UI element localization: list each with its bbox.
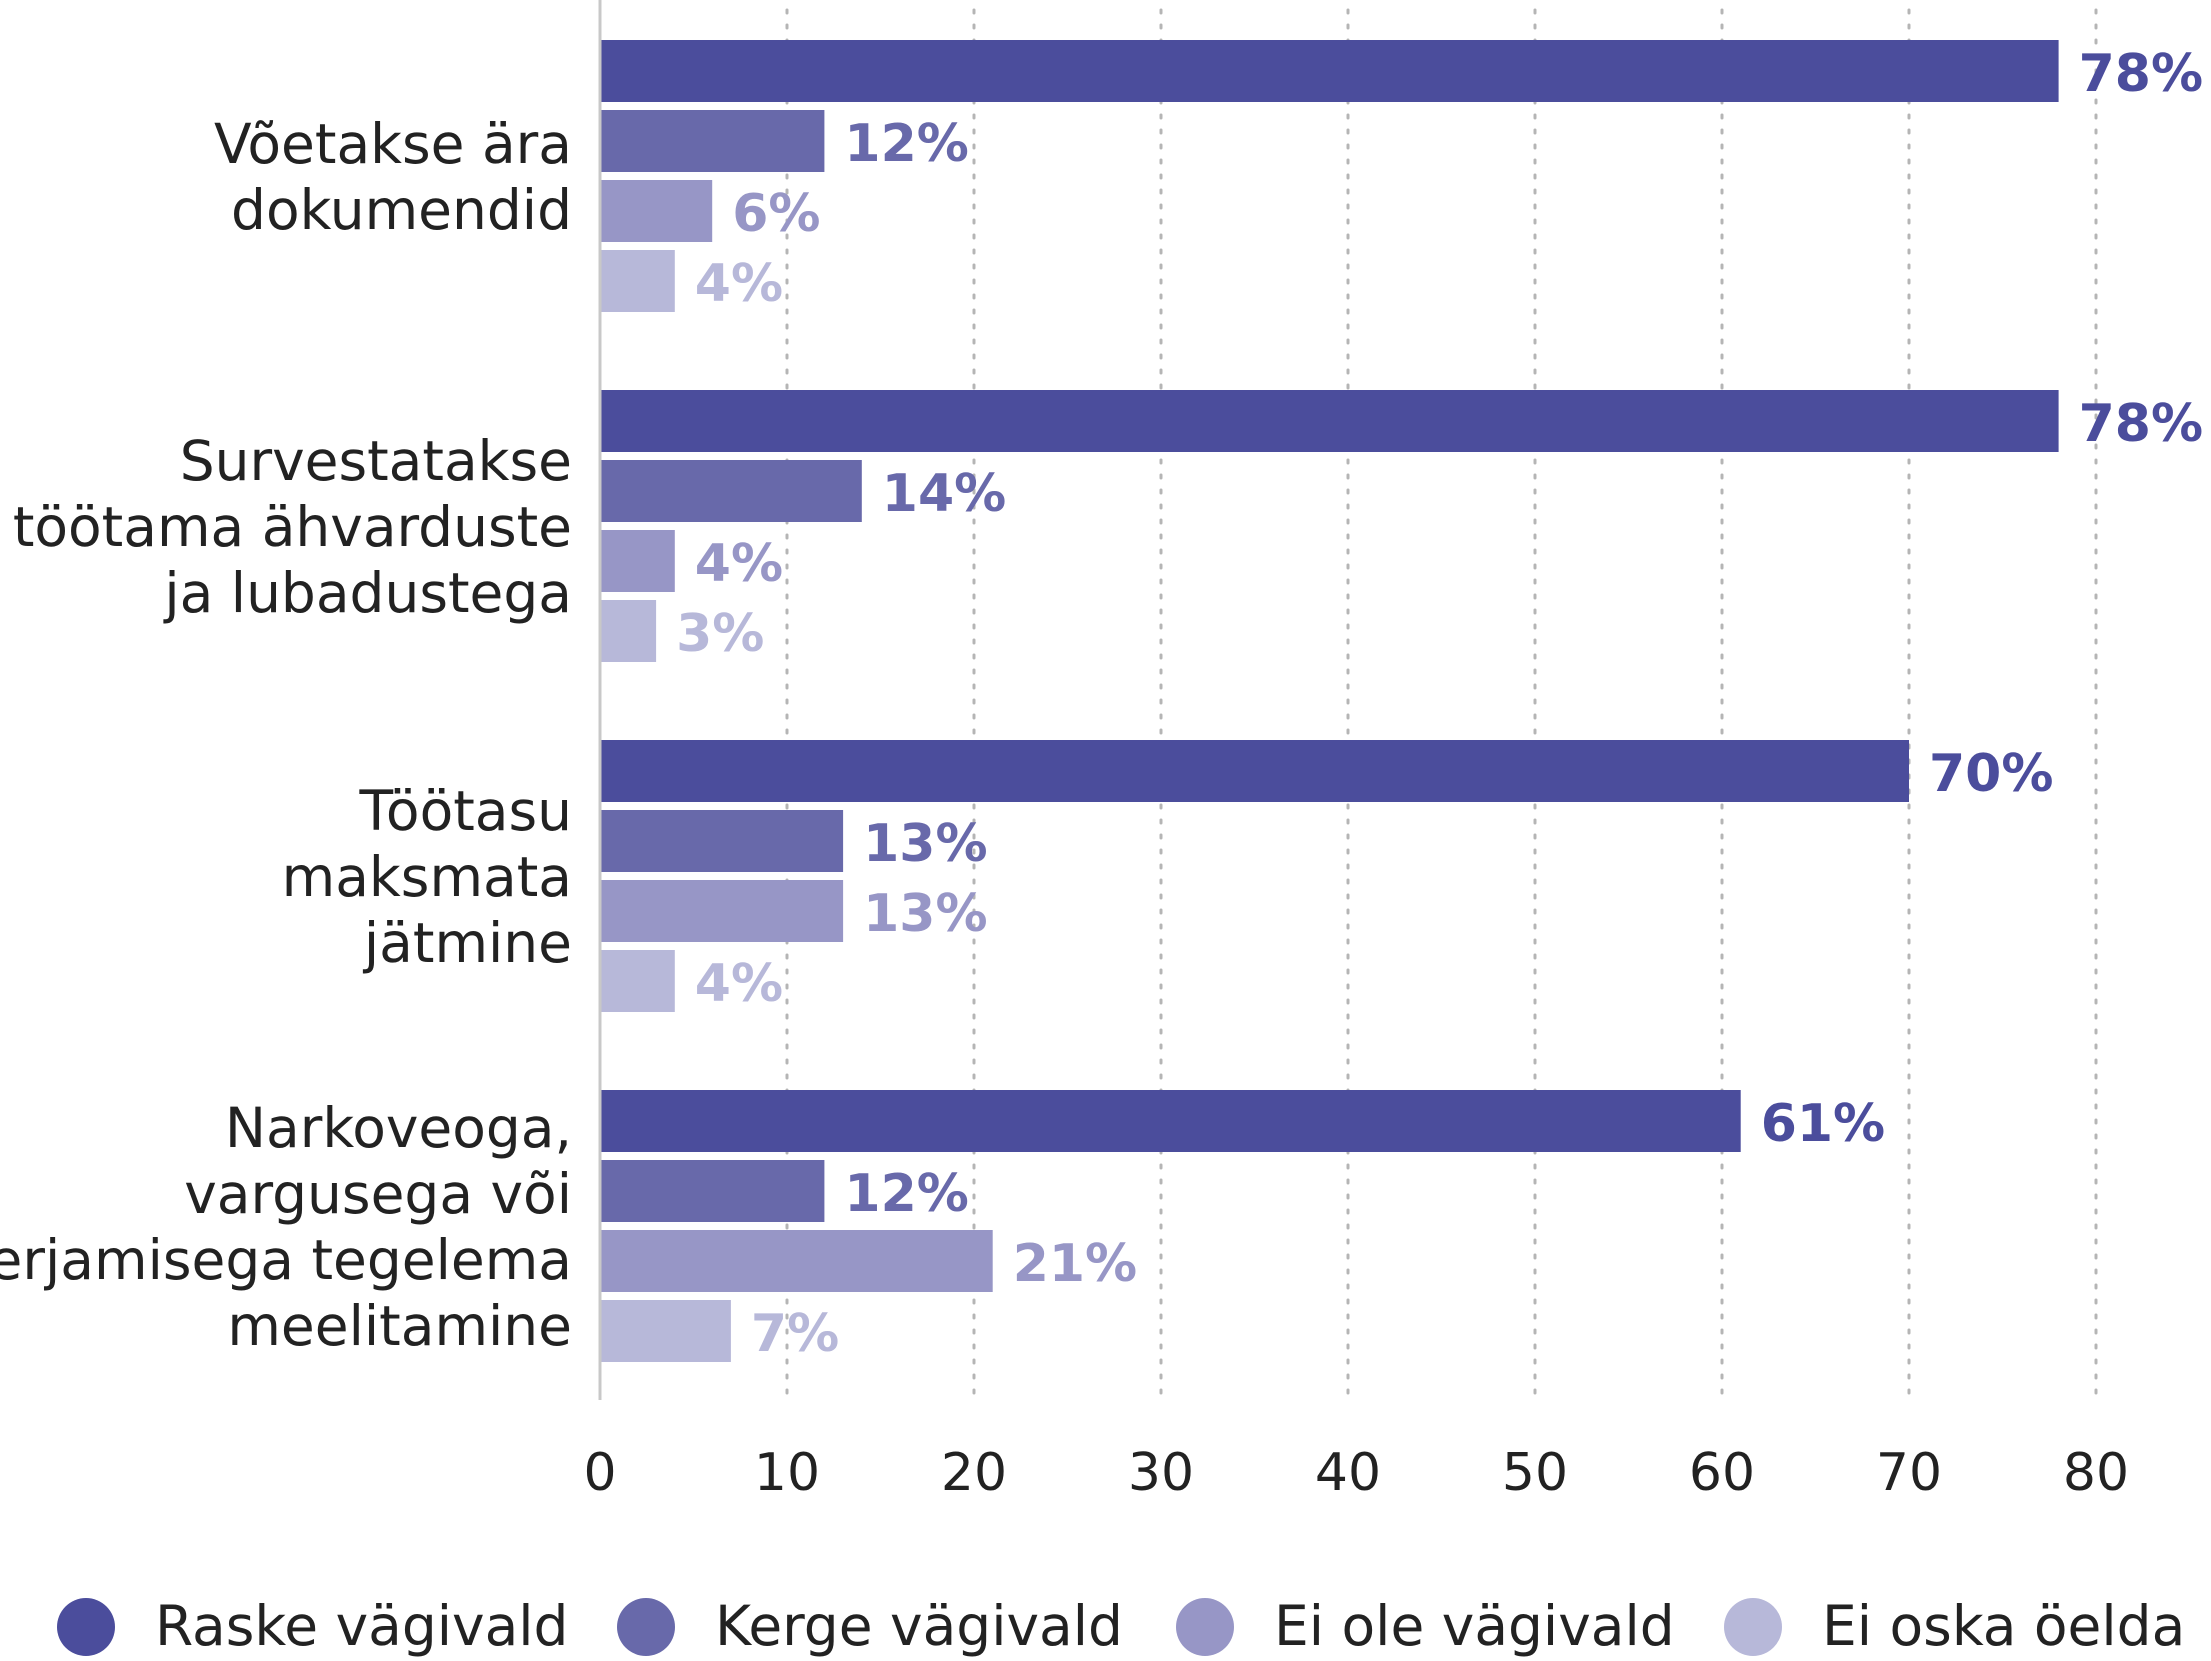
category-label-line: meelitamine (227, 1294, 572, 1358)
bar (600, 810, 844, 872)
bar (600, 880, 844, 942)
bar (600, 110, 825, 172)
x-tick-label: 40 (1315, 1443, 1381, 1503)
category-label-line: Võetakse ära (214, 112, 572, 176)
bar (600, 250, 675, 312)
category-label: Narkoveoga, vargusega või kerjamisega tege… (0, 1096, 572, 1358)
legend: Raske vägivald Kerge vägivald Ei ole vägiv… (57, 1594, 2185, 1658)
category-label: Töötasu maksmata jätmine (282, 779, 572, 975)
data-label: 6% (732, 184, 820, 244)
legend-marker (1176, 1598, 1234, 1656)
x-tick-label: 10 (754, 1443, 820, 1503)
category-label-line: maksmata (282, 845, 572, 909)
category-label: Võetakse ära dokumendid (214, 112, 572, 242)
category-label-line: Narkoveoga, (225, 1096, 572, 1160)
category-label-line: dokumendid (231, 178, 572, 242)
legend-marker (617, 1598, 675, 1656)
x-tick-label: 70 (1876, 1443, 1942, 1503)
bar (600, 740, 1909, 802)
bar (600, 390, 2059, 452)
data-label: 78% (2079, 394, 2203, 454)
data-label: 21% (1013, 1234, 1137, 1294)
bar (600, 530, 675, 592)
legend-label: Ei oska öelda (1822, 1594, 2185, 1658)
legend-label: Ei ole vägivald (1274, 1594, 1675, 1658)
data-label: 4% (695, 534, 783, 594)
data-label: 12% (844, 114, 968, 174)
bar (600, 460, 862, 522)
data-label: 70% (1929, 744, 2053, 804)
data-label: 13% (863, 814, 987, 874)
category-label-line: Survestatakse (180, 429, 572, 493)
category-label-line: vargusega või (184, 1162, 572, 1226)
x-tick-label: 20 (941, 1443, 1007, 1503)
bar (600, 1160, 825, 1222)
data-label: 78% (2079, 44, 2203, 104)
x-tick-label: 0 (583, 1443, 616, 1503)
bar (600, 1300, 731, 1362)
bar (600, 1090, 1741, 1152)
category-label-line: kerjamisega tegelema (0, 1228, 572, 1292)
bar (600, 40, 2059, 102)
data-label: 4% (695, 254, 783, 314)
data-label: 13% (863, 884, 987, 944)
x-tick-label: 80 (2063, 1443, 2129, 1503)
data-label: 12% (844, 1164, 968, 1224)
legend-label: Raske vägivald (155, 1594, 568, 1658)
bar (600, 180, 713, 242)
bar (600, 950, 675, 1012)
category-label: Survestatakse töötama ähvarduste ja lubadu… (13, 429, 572, 625)
category-label-line: töötama ähvarduste (13, 495, 572, 559)
category-label-line: Töötasu (359, 779, 572, 843)
x-tick-label: 60 (1689, 1443, 1755, 1503)
legend-marker (57, 1598, 115, 1656)
grid-lines (785, 8, 2098, 1402)
data-label: 7% (751, 1304, 839, 1364)
category-label-line: ja lubadustega (163, 561, 572, 625)
data-label: 14% (882, 464, 1006, 524)
category-labels: Võetakse ära dokumendid Survestatakse tööta… (0, 112, 572, 1358)
bars (600, 40, 2059, 1362)
category-label-line: jätmine (363, 911, 572, 975)
data-label: 4% (695, 954, 783, 1014)
value-labels: 78% 12% 6% 4% 78% 14% 4% 3% 70% 13% 13% 4% 61% 12% 21%… (676, 44, 2203, 1364)
legend-marker (1724, 1598, 1782, 1656)
data-label: 3% (676, 604, 764, 664)
bar (600, 1230, 993, 1292)
legend-label: Kerge vägivald (715, 1594, 1123, 1658)
x-tick-labels: 0 10 20 30 40 50 60 70 80 (583, 1443, 2129, 1503)
x-tick-label: 50 (1502, 1443, 1568, 1503)
x-tick-label: 30 (1128, 1443, 1194, 1503)
bar (600, 600, 657, 662)
data-label: 61% (1761, 1094, 1885, 1154)
